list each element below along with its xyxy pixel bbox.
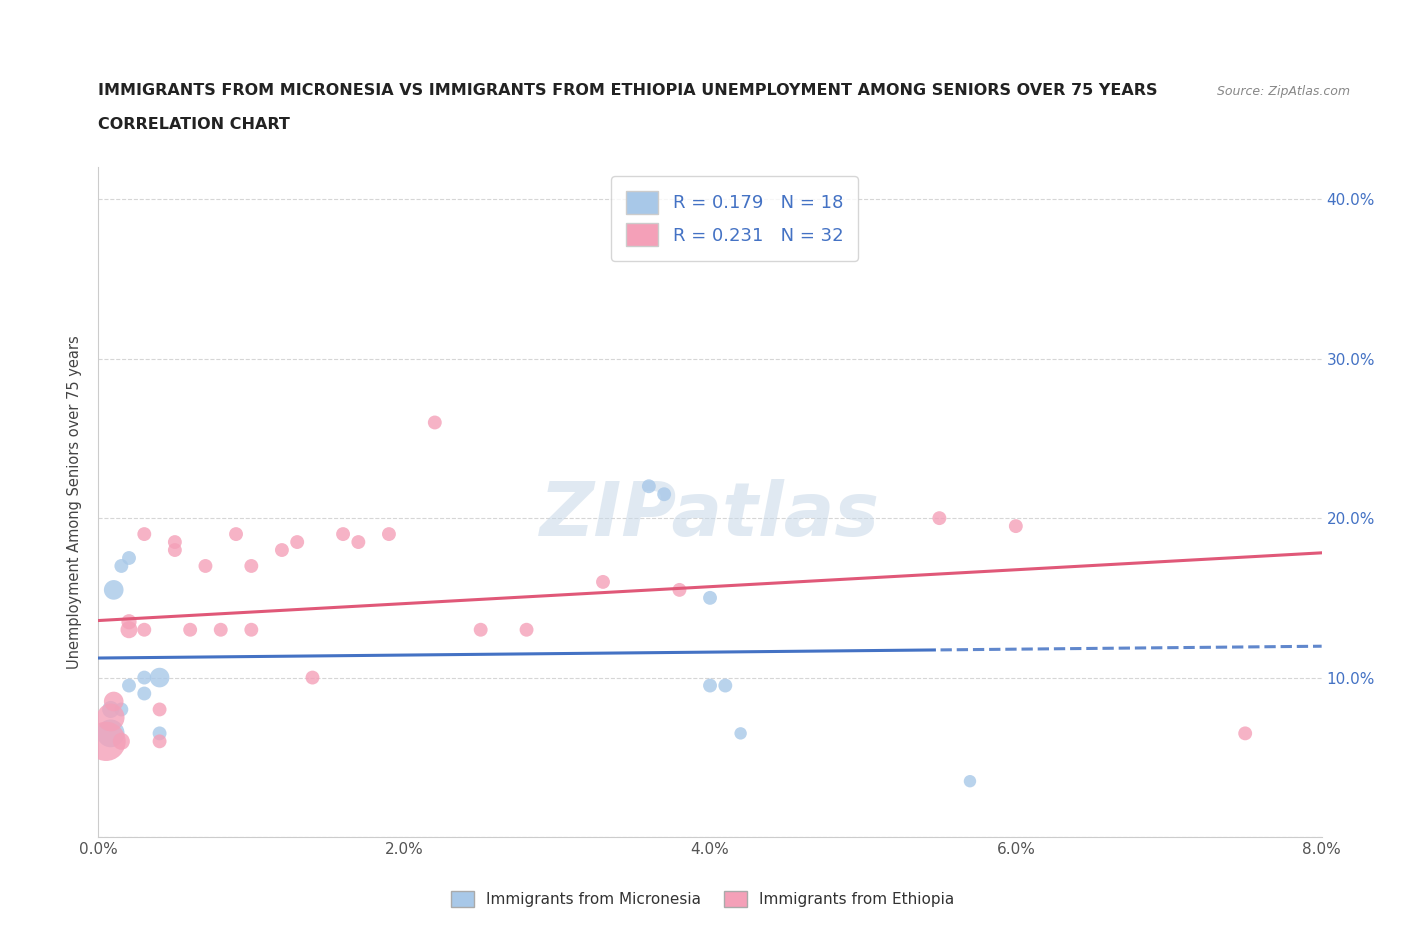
Point xyxy=(118,551,141,565)
Point xyxy=(179,622,201,637)
Point xyxy=(163,535,186,550)
Point xyxy=(285,535,308,550)
Point xyxy=(652,486,675,501)
Point xyxy=(149,671,172,685)
Point xyxy=(332,526,354,541)
Y-axis label: Unemployment Among Seniors over 75 years: Unemployment Among Seniors over 75 years xyxy=(67,336,83,669)
Point xyxy=(240,622,263,637)
Point xyxy=(118,615,141,630)
Point xyxy=(592,575,614,590)
Point xyxy=(423,415,446,430)
Point xyxy=(163,542,186,557)
Point xyxy=(118,622,141,637)
Point xyxy=(347,535,370,550)
Point xyxy=(100,726,122,741)
Point xyxy=(225,526,247,541)
Point xyxy=(134,526,156,541)
Point xyxy=(194,559,217,574)
Text: IMMIGRANTS FROM MICRONESIA VS IMMIGRANTS FROM ETHIOPIA UNEMPLOYMENT AMONG SENIOR: IMMIGRANTS FROM MICRONESIA VS IMMIGRANTS… xyxy=(98,83,1159,98)
Text: ZIPatlas: ZIPatlas xyxy=(540,479,880,552)
Point xyxy=(959,774,981,789)
Point xyxy=(118,678,141,693)
Legend: R = 0.179   N = 18, R = 0.231   N = 32: R = 0.179 N = 18, R = 0.231 N = 32 xyxy=(612,177,858,260)
Point xyxy=(301,671,323,685)
Point xyxy=(149,702,172,717)
Point xyxy=(209,622,232,637)
Point xyxy=(270,542,294,557)
Point xyxy=(103,582,125,597)
Point xyxy=(103,694,125,709)
Point xyxy=(1234,726,1257,741)
Text: Source: ZipAtlas.com: Source: ZipAtlas.com xyxy=(1216,85,1350,98)
Point xyxy=(240,559,263,574)
Point xyxy=(516,622,538,637)
Point xyxy=(1004,519,1026,534)
Legend: Immigrants from Micronesia, Immigrants from Ethiopia: Immigrants from Micronesia, Immigrants f… xyxy=(446,884,960,913)
Point xyxy=(699,591,721,605)
Point xyxy=(378,526,401,541)
Point xyxy=(730,726,752,741)
Point xyxy=(928,511,950,525)
Point xyxy=(668,582,690,597)
Point xyxy=(699,678,721,693)
Point xyxy=(149,734,172,749)
Point xyxy=(134,622,156,637)
Point xyxy=(134,671,156,685)
Point xyxy=(110,702,132,717)
Point xyxy=(134,686,156,701)
Point xyxy=(149,726,172,741)
Point xyxy=(110,559,132,574)
Point xyxy=(110,734,132,749)
Point xyxy=(714,678,737,693)
Point xyxy=(637,479,661,494)
Point xyxy=(94,734,117,749)
Point xyxy=(470,622,492,637)
Point xyxy=(100,702,122,717)
Text: CORRELATION CHART: CORRELATION CHART xyxy=(98,117,290,132)
Point xyxy=(100,710,122,724)
